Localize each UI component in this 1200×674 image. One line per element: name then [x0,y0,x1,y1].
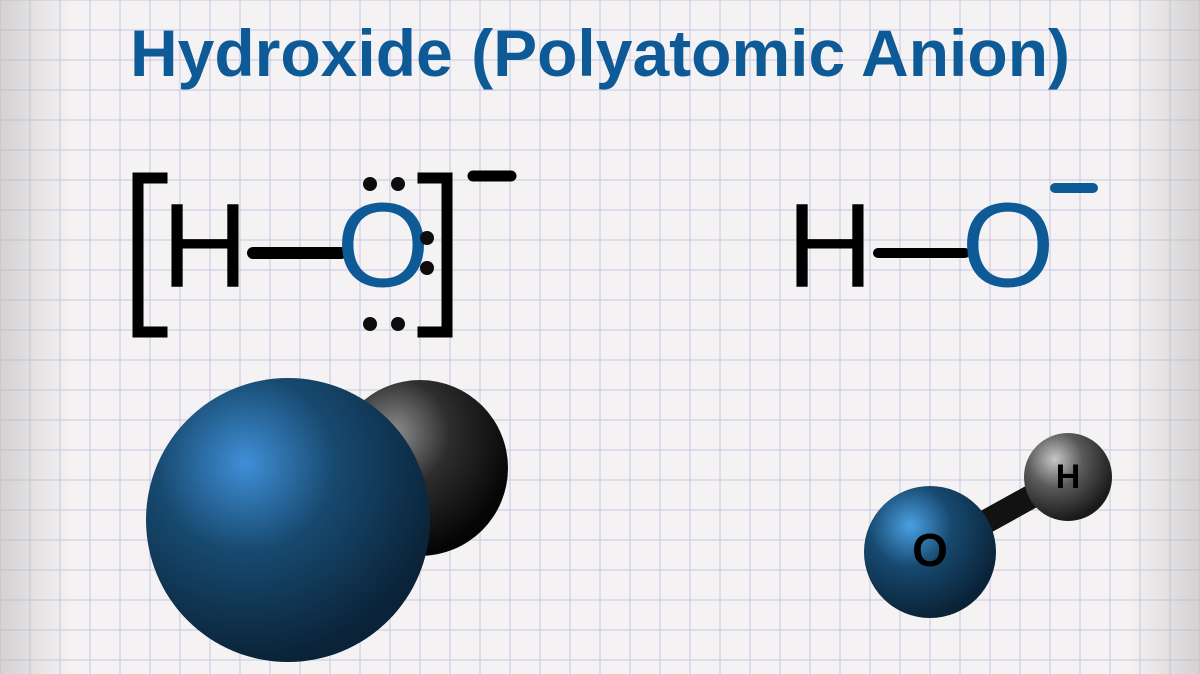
diagram-svg: Hydroxide (Polyatomic Anion)HOHOOH [0,0,1200,674]
ballstick-O-label: O [912,524,948,576]
spacefill-O [146,378,430,662]
lone-pair-dot [391,177,405,191]
lone-pair-dot [420,261,434,275]
lewis-H: H [162,179,249,313]
diagram-stage: Hydroxide (Polyatomic Anion)HOHOOH [0,0,1200,674]
title-text: Hydroxide (Polyatomic Anion) [130,16,1070,90]
lone-pair-dot [420,231,434,245]
condensed-O: O [961,179,1054,313]
lone-pair-dot [363,317,377,331]
lewis-O: O [336,179,429,313]
ballstick-H-label: H [1056,458,1081,496]
lone-pair-dot [391,317,405,331]
lone-pair-dot [363,177,377,191]
condensed-H: H [787,179,874,313]
